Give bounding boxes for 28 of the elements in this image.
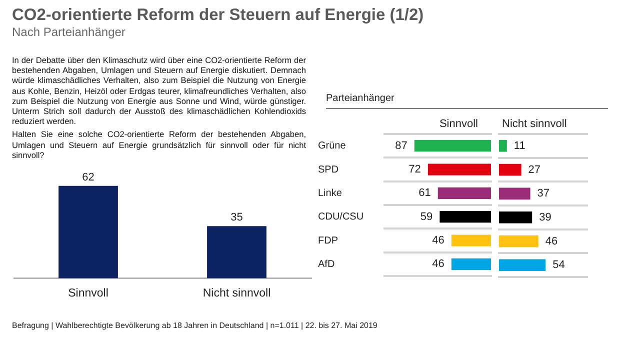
data-label: 46: [432, 258, 444, 270]
data-label: 46: [545, 235, 558, 248]
y-tick-label: CDU/CSU: [318, 212, 364, 223]
chart-title: CO2-orientierte Reform der Steuern auf Energie (1/2): [12, 6, 424, 25]
text: In der Debatte über den Klimaschutz wird über eine CO2-orientierte Reform der bestehenden Abgaben, Umlagen und Steuern auf Energie diskutiert. Demnach würde klimaschädliches Verhalten, also zum Beispiel die Nutzung von Energie aus Kohle, Benzin, Heizöl oder Erdgas teurer, klimafreundliches Verhalten, also zum Beispiel die Nutzung von Energie aus Sonne und Wind, würde günstiger. Unterm Strich soll dadurch der Ausstoß des klimaschädlichen Kohlendioxids reduziert werden.: [12, 55, 306, 126]
text: Halten Sie eine solche CO2-orientierte Reform der bestehenden Abgaben, Umlagen und Steuern auf Energie grundsätzlich für sinnvoll oder für nicht sinnvoll?: [12, 129, 306, 160]
y-tick-label: AfD: [318, 258, 335, 270]
data-label: 46: [432, 234, 444, 247]
data-label: 11: [514, 140, 526, 152]
text: Befragung | Wahlberechtigte Bevölkerung ab 18 Jahren in Deutschland | n=1.011 | 22. bis 27. Mai 2019: [12, 321, 378, 330]
y-tick-label: SPD: [318, 164, 339, 176]
data-label: 62: [82, 171, 94, 184]
y-tick-label: Grüne: [318, 140, 346, 152]
y-tick-label: Linke: [318, 188, 342, 199]
data-label: 39: [539, 211, 552, 224]
chart-title: Parteianhänger: [326, 93, 608, 109]
y-tick-label: FDP: [318, 235, 338, 246]
chart-subtitle: Nach Parteianhänger: [12, 25, 126, 39]
data-label: 72: [408, 164, 421, 176]
data-label: 37: [537, 188, 550, 200]
series-label: Sinnvoll: [439, 118, 478, 130]
data-label: 54: [552, 259, 565, 272]
series-label: Nicht sinnvoll: [502, 118, 567, 130]
data-label: 61: [418, 187, 431, 200]
data-label: 35: [230, 212, 243, 224]
data-label: 27: [528, 164, 541, 176]
data-label: 59: [420, 210, 433, 223]
data-label: 87: [395, 140, 408, 152]
